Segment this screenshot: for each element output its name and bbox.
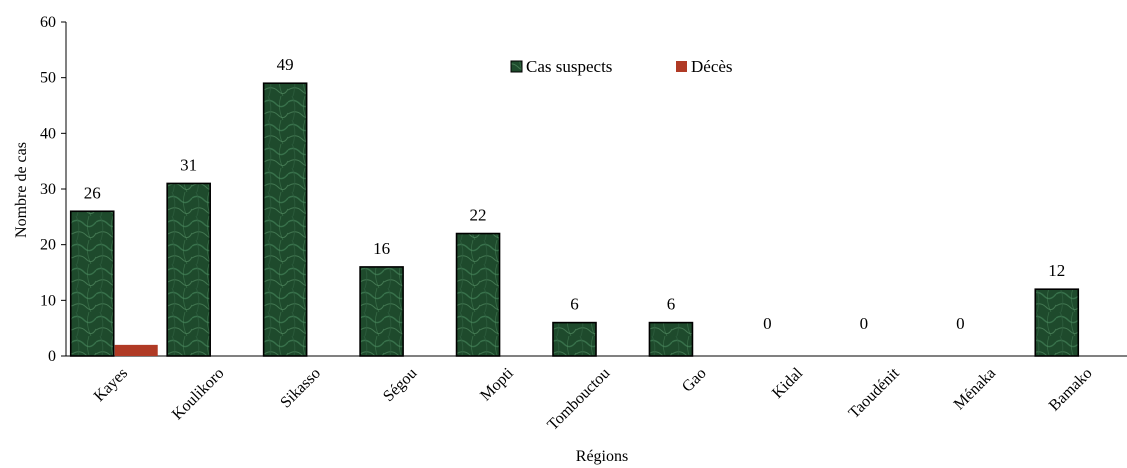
bar-cas-suspects: [166, 182, 211, 357]
x-tick-label: Mopti: [477, 364, 517, 404]
legend: Cas suspects Décès: [510, 57, 733, 76]
x-tick-label: Tombouctou: [544, 365, 613, 434]
x-tick-label: Gao: [679, 365, 710, 396]
data-label: 31: [180, 155, 197, 174]
data-label: 6: [667, 295, 676, 314]
data-label: 6: [570, 295, 579, 314]
data-label: 22: [470, 206, 487, 225]
legend-swatch-cas-suspects: [510, 60, 523, 73]
bar-cas-suspects: [455, 232, 501, 357]
data-label: 16: [373, 239, 390, 258]
x-tick-label: Koulikoro: [169, 365, 228, 424]
x-tick-label: Ségou: [380, 365, 420, 405]
y-tick-label: 50: [40, 70, 56, 87]
x-axis: Kayes Koulikoro Sikasso Ségou Mopti Tomboucto…: [66, 355, 1127, 434]
data-label: 0: [860, 314, 869, 333]
data-label: 12: [1048, 261, 1065, 280]
bar-cas-suspects: [552, 321, 597, 357]
legend-swatch-deces: [676, 61, 687, 72]
data-label: 49: [277, 55, 294, 74]
x-tick-label: Kidal: [769, 364, 807, 402]
data-label: 26: [84, 183, 101, 202]
y-tick-label: 0: [48, 348, 56, 365]
x-tick-label: Kayes: [91, 365, 131, 405]
x-axis-title: Régions: [576, 448, 628, 465]
bar-deces: [114, 344, 158, 356]
bars: [69, 82, 1080, 357]
bar-cas-suspects: [69, 210, 115, 357]
y-axis-title: Nombre de cas: [13, 142, 30, 238]
data-label: 0: [956, 314, 965, 333]
y-tick-label: 20: [40, 237, 56, 254]
x-tick-label: Sikasso: [277, 365, 324, 412]
x-tick-label: Taoudénit: [846, 364, 903, 421]
x-tick-label: Ménaka: [951, 365, 999, 413]
y-tick-label: 40: [40, 125, 56, 142]
legend-label-cas-suspects: Cas suspects: [526, 57, 612, 76]
bar-cas-suspects: [648, 321, 694, 357]
bar-cas-suspects: [359, 266, 404, 357]
data-label: 0: [763, 314, 772, 333]
y-axis: 0 10 20 30 40 50 60: [40, 14, 67, 365]
bar-cas-suspects: [262, 82, 308, 357]
bar-cas-suspects: [1034, 288, 1080, 357]
y-tick-label: 10: [40, 292, 56, 309]
legend-label-deces: Décès: [691, 57, 733, 76]
data-labels: 26 31 49 16 22 6 6 0 0 0 12: [84, 55, 1066, 333]
y-tick-label: 30: [40, 181, 56, 198]
y-tick-label: 60: [40, 14, 56, 31]
x-tick-label: Bamako: [1046, 365, 1096, 415]
